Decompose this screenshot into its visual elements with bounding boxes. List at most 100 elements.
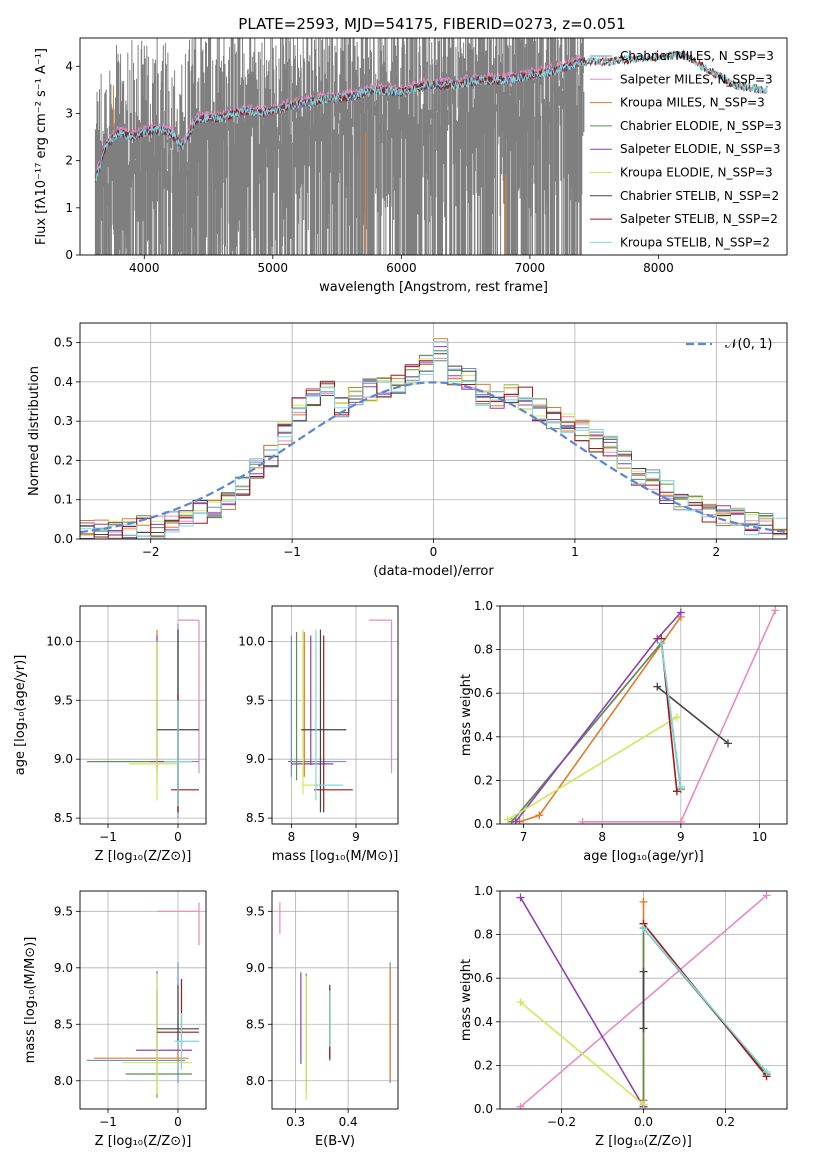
y-tick-label: 8.0 <box>54 1074 73 1088</box>
axes: 7 8 9 10 0.0 0.2 0.4 0.6 0.8 1.0 age [log₁₀(age/yr… <box>459 599 788 864</box>
plot-area <box>80 338 787 539</box>
normal-distribution-curve <box>80 381 787 534</box>
y-tick-label: 0.4 <box>54 375 73 389</box>
axes-frame <box>499 605 788 825</box>
mass-weight-line <box>519 1001 645 1106</box>
data-point-marker <box>672 713 681 722</box>
axes-frame <box>271 890 399 1110</box>
y-axis-label: mass weight <box>459 959 474 1041</box>
data-point-marker <box>653 682 662 691</box>
x-tick-label: 0 <box>174 1115 182 1129</box>
y-tick-label: 0.1 <box>54 493 73 507</box>
plot-area <box>94 38 768 255</box>
x-tick-label: −2 <box>142 545 160 559</box>
plot-area <box>87 902 200 1098</box>
y-tick-label: 0.4 <box>474 730 493 744</box>
data-point-marker <box>639 897 648 906</box>
x-tick-label: 7000 <box>515 261 546 275</box>
x-axis-label: age [log₁₀(age/yr)] <box>583 849 704 864</box>
x-tick-label: 1 <box>571 545 579 559</box>
x-tick-label: −1 <box>283 545 301 559</box>
y-tick-label: 10.0 <box>46 634 73 648</box>
data-point-marker <box>511 817 520 824</box>
model-spectrum-kroupa-stelib <box>95 50 768 182</box>
y-tick-label: 9.5 <box>54 693 73 707</box>
axes-frame <box>79 890 207 1110</box>
x-tick-label: 0 <box>174 830 182 844</box>
data-point-marker <box>672 787 681 796</box>
y-tick-label: 9.0 <box>54 752 73 766</box>
data-point-marker <box>676 782 685 791</box>
legend-entry: Salpeter MILES, N_SSP=3 <box>620 72 773 86</box>
axes: −2 −1 0 1 2 0.0 0.1 0.2 0.3 0.4 0.5 (data-model)/er… <box>27 322 788 579</box>
x-tick-label: 0 <box>430 545 438 559</box>
observed-spectrum <box>94 38 585 255</box>
mass-weight-line <box>642 925 768 1107</box>
x-tick-label: 0.2 <box>716 1115 735 1129</box>
axes-frame <box>79 322 788 540</box>
plot-area <box>279 902 391 1100</box>
data-point-marker <box>676 817 685 824</box>
y-tick-label: 0.3 <box>54 414 73 428</box>
axes: −0.2 0.0 0.2 0.0 0.2 0.4 0.6 0.8 1.0 Z [log₁₀(Z/Z… <box>459 884 788 1149</box>
data-point-marker <box>578 817 587 824</box>
y-tick-label: 8.0 <box>246 1074 265 1088</box>
plot-area <box>87 619 200 819</box>
x-tick-label: 7 <box>520 830 528 844</box>
y-tick-label: 0 <box>65 248 73 262</box>
y-tick-label: 1 <box>65 201 73 215</box>
legend-entry: Chabrier MILES, N_SSP=3 <box>620 49 774 63</box>
y-axis-label: age [log₁₀(age/yr)] <box>13 655 28 776</box>
x-tick-label: 8 <box>288 830 296 844</box>
data-point-marker <box>771 606 780 615</box>
y-tick-label: 0.5 <box>54 336 73 350</box>
y-tick-label: 9.0 <box>246 752 265 766</box>
axes-frame <box>79 605 207 825</box>
data-point-marker <box>535 811 544 820</box>
axes-frame <box>499 890 788 1110</box>
y-tick-label: 1.0 <box>474 599 493 613</box>
x-axis-label: E(B-V) <box>315 1134 355 1149</box>
x-axis-label: mass [log₁₀(M/M⊙)] <box>272 849 399 864</box>
data-point-marker <box>762 891 771 900</box>
y-tick-label: 3 <box>65 106 73 120</box>
axes: −1 0 8.5 9.0 9.5 10.0 Z [log₁₀(Z/Z⊙)] age [log₁… <box>13 605 207 864</box>
chart-title: PLATE=2593, MJD=54175, FIBERID=0273, z=0… <box>238 15 625 33</box>
legend-entry: Chabrier ELODIE, N_SSP=3 <box>620 119 782 133</box>
y-tick-label: 9.0 <box>246 961 265 975</box>
mass-weight-line <box>642 925 768 1107</box>
x-tick-label: 2 <box>712 545 720 559</box>
x-axis-label: (data-model)/error <box>373 564 494 579</box>
x-tick-label: 6000 <box>386 261 417 275</box>
legend-entry: Chabrier STELIB, N_SSP=2 <box>620 189 779 203</box>
data-point-marker <box>503 815 512 824</box>
mass-weight-line <box>507 716 678 821</box>
y-tick-label: 8.5 <box>54 1017 73 1031</box>
x-axis-label: Z [log₁₀(Z/Z⊙)] <box>595 1134 692 1149</box>
y-tick-label: 10.0 <box>238 634 265 648</box>
axes: 4000 5000 6000 7000 8000 0 1 2 3 4 wavelength [Ang… <box>34 37 788 295</box>
data-point-marker <box>676 608 685 617</box>
x-tick-label: 9 <box>352 830 360 844</box>
plot-area <box>516 891 771 1109</box>
y-tick-label: 0.6 <box>474 686 493 700</box>
x-tick-label: 9 <box>677 830 685 844</box>
data-point-marker <box>639 1100 648 1109</box>
y-tick-label: 0.8 <box>474 928 493 942</box>
x-tick-label: 5000 <box>258 261 289 275</box>
mass-weight-line <box>582 610 776 823</box>
y-tick-label: 0.8 <box>474 643 493 657</box>
data-point-marker <box>657 639 666 648</box>
y-tick-label: 0.0 <box>474 817 493 831</box>
data-point-marker <box>639 924 648 933</box>
x-axis-label: Z [log₁₀(Z/Z⊙)] <box>95 849 192 864</box>
y-tick-label: 0.2 <box>54 453 73 467</box>
legend-entry: Kroupa ELODIE, N_SSP=3 <box>620 166 773 180</box>
axes: 8 9 8.5 9.0 9.5 10.0 mass [log₁₀(M/M⊙)] <box>238 605 399 864</box>
y-tick-label: 8.5 <box>246 1017 265 1031</box>
y-axis-label: Flux [fλ10⁻¹⁷ erg cm⁻² s⁻¹ A⁻¹] <box>34 48 49 245</box>
axes: −1 0 8.0 8.5 9.0 9.5 Z [log₁₀(Z/Z⊙)] mass [log₁… <box>23 890 207 1149</box>
y-axis-label: mass [log₁₀(M/M⊙)] <box>23 937 38 1064</box>
y-tick-label: 2 <box>65 154 73 168</box>
y-tick-label: 0.4 <box>474 1015 493 1029</box>
